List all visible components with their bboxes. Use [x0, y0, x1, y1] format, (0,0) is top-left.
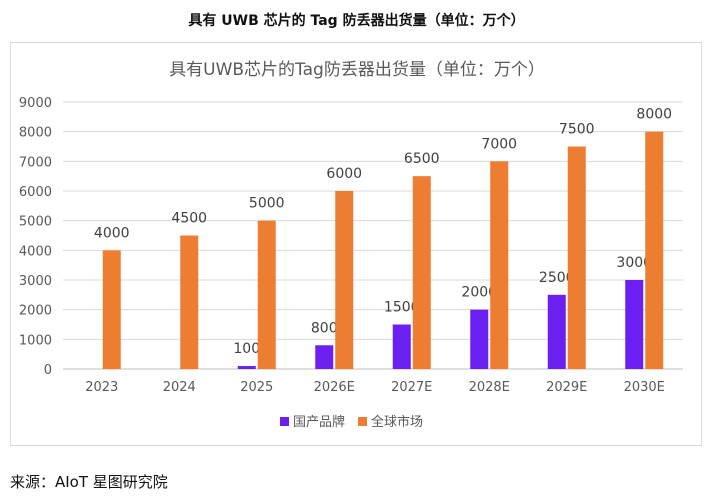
x-tick-label: 2028E — [469, 380, 510, 395]
bar-global — [257, 220, 276, 369]
data-label: 4500 — [171, 211, 207, 227]
bar-chart: 具有UWB芯片的Tag防丢器出货量（单位：万个） 0 1000 2000 3000 400… — [19, 60, 683, 430]
bar-global — [645, 131, 664, 369]
bar-domestic — [392, 324, 411, 369]
bar-global — [412, 176, 431, 369]
y-tick-label: 8000 — [19, 126, 52, 141]
x-tick-label: 2030E — [624, 380, 665, 395]
x-tick-label: 2026E — [314, 380, 355, 395]
data-label: 4000 — [94, 225, 130, 241]
data-label: 1500 — [384, 300, 420, 316]
x-tick-label: 2025 — [240, 380, 273, 395]
data-label: 6000 — [326, 166, 362, 182]
legend-swatch — [358, 417, 367, 426]
x-tick-label: 2024 — [163, 380, 196, 395]
bar-domestic — [625, 280, 644, 369]
y-tick-label: 0 — [44, 363, 52, 378]
data-label: 800 — [311, 320, 338, 336]
data-label: 5000 — [249, 196, 285, 212]
data-label: 8000 — [636, 107, 672, 123]
chart-frame — [10, 42, 702, 446]
x-tick-label: 2029E — [546, 380, 587, 395]
data-label: 6500 — [404, 151, 440, 167]
source-note: 来源：AIoT 星图研究院 — [10, 473, 168, 491]
y-tick-label: 9000 — [19, 96, 52, 111]
y-tick-label: 7000 — [19, 155, 52, 170]
bar-domestic — [315, 345, 334, 369]
data-label: 7000 — [481, 136, 517, 152]
bar-domestic — [237, 366, 256, 369]
bar-global — [490, 161, 509, 369]
y-tick-label: 5000 — [19, 215, 52, 230]
x-tick-label: 2023 — [85, 380, 118, 395]
data-label: 100 — [233, 341, 260, 357]
bar-domestic — [470, 309, 489, 369]
legend-swatch — [280, 417, 289, 426]
y-tick-label: 6000 — [19, 185, 52, 200]
bar-global — [102, 250, 121, 369]
x-tick-label: 2027E — [391, 380, 432, 395]
bar-global — [180, 235, 199, 369]
outer-title: 具有 UWB 芯片的 Tag 防丢器出货量（单位：万个） — [188, 13, 525, 29]
y-tick-label: 3000 — [19, 274, 52, 289]
data-label: 3000 — [616, 255, 652, 271]
data-label: 2500 — [539, 270, 575, 286]
bar-global — [335, 191, 354, 369]
chart-title: 具有UWB芯片的Tag防丢器出货量（单位：万个） — [169, 60, 545, 80]
y-tick-label: 4000 — [19, 244, 52, 259]
y-tick-label: 1000 — [19, 333, 52, 348]
data-label: 2000 — [461, 285, 497, 301]
bar-global — [567, 146, 586, 369]
data-label: 7500 — [559, 122, 595, 138]
legend-label: 全球市场 — [371, 414, 423, 430]
bar-domestic — [547, 294, 566, 369]
y-tick-label: 2000 — [19, 304, 52, 319]
legend-label: 国产品牌 — [293, 414, 345, 430]
